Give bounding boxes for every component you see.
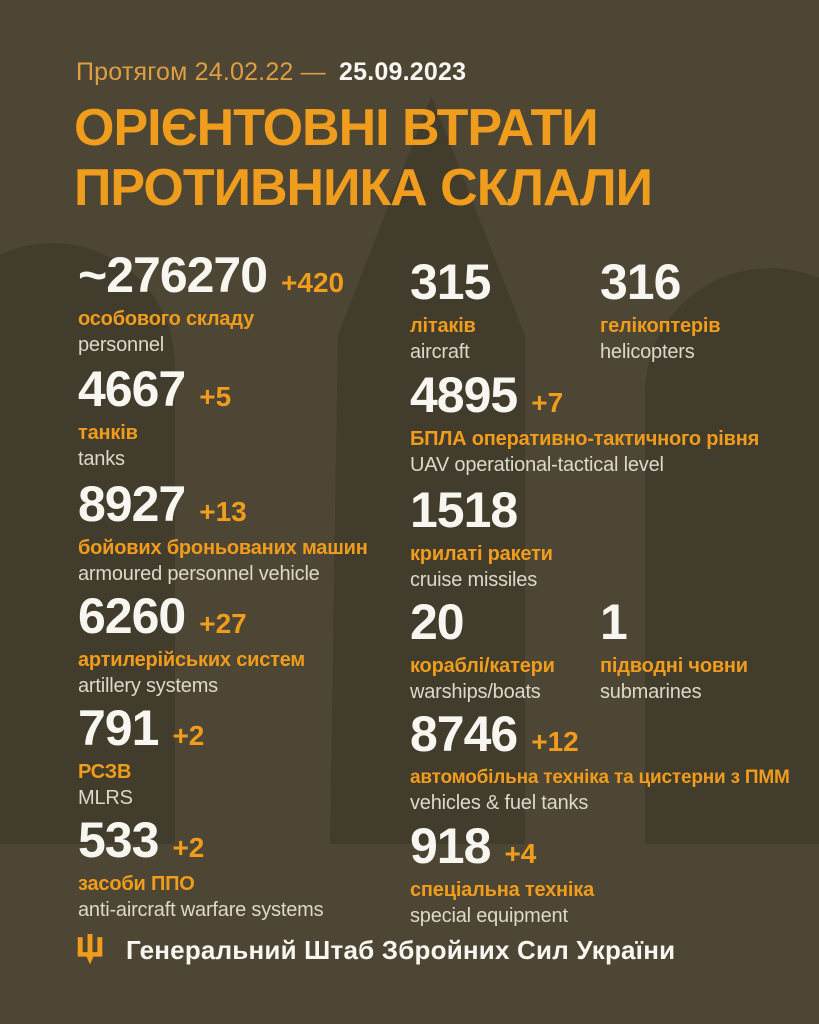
stat-value: ~276270 [78,247,268,303]
stat-personnel: ~276270 +420 особового складу personnel [78,250,344,357]
stat-delta: +5 [199,381,232,412]
stat-label-ua: літаків [410,315,476,337]
stat-label-ua: бойових броньованих машин [78,537,368,559]
stat-label-ua: спеціальна техніка [410,879,595,901]
stat-armoured-vehicles: 8927 +13 бойових броньованих машин armour… [78,479,368,586]
stat-label-en: helicopters [600,341,695,363]
stat-value: 1518 [410,482,518,538]
stat-label-en: vehicles & fuel tanks [410,792,589,814]
stat-label-ua: автомобільна техніка та цистерни з ПММ [410,767,790,788]
stat-submarines: 1 підводні човни submarines [600,597,748,704]
stat-label-en: anti-aircraft warfare systems [78,899,324,921]
stat-label-ua: артилерійських систем [78,649,305,671]
stat-value: 8746 [410,706,518,762]
period-date: 25.09.2023 [339,58,467,86]
stat-delta: +13 [199,496,247,527]
stat-label-ua: гелікоптерів [600,315,721,337]
stat-aircraft: 315 літаків aircraft [410,254,491,364]
stat-cruise-missiles: 1518 крилаті ракети cruise missiles [410,485,553,592]
page-title: ОРІЄНТОВНІ ВТРАТИ ПРОТИВНИКА СКЛАЛИ [74,98,653,219]
stat-value: 20 [410,594,465,650]
stat-delta: +4 [504,838,537,869]
stat-label-en: MLRS [78,787,133,809]
stat-label-en: special equipment [410,905,568,927]
stat-label-en: UAV operational-tactical level [410,454,664,476]
stat-vehicles-fuel-tanks: 8746 +12 автомобільна техніка та цистерни… [410,709,790,815]
page-title-line1: ОРІЄНТОВНІ ВТРАТИ [74,99,599,157]
stat-label-en: warships/boats [410,681,541,703]
stat-helicopters: 316 гелікоптерів helicopters [600,254,721,364]
stat-delta: +7 [531,387,564,418]
stat-delta: +420 [281,267,345,298]
page-title-line2: ПРОТИВНИКА СКЛАЛИ [74,159,653,218]
stat-tanks: 4667 +5 танків tanks [78,364,231,471]
period-prefix: Протягом 24.02.22 — [76,58,326,86]
stat-delta: +27 [199,608,247,639]
stat-label-en: aircraft [410,341,470,363]
stat-value: 1 [600,594,628,650]
stat-mlrs: 791 +2 РСЗВ MLRS [78,703,204,810]
trident-watermark-right-tine [645,268,819,844]
stat-value: 4895 [410,367,518,423]
stat-special-equipment: 918 +4 спеціальна техніка special equipme… [410,821,594,928]
stat-value: 316 [600,254,681,310]
stat-artillery: 6260 +27 артилерійських систем artillery … [78,591,305,698]
stat-anti-aircraft: 533 +2 засоби ППО anti-aircraft warfare s… [78,812,324,922]
stat-label-ua: РСЗВ [78,761,132,783]
trident-watermark-left-tine [0,243,175,844]
stat-value: 533 [78,812,159,868]
stat-label-ua: танків [78,422,138,444]
stat-label-en: armoured personnel vehicle [78,563,320,585]
stat-uav: 4895 +7 БПЛА оперативно-тактичного рівня … [410,370,759,477]
footer-org-name: Генеральний Штаб Збройних Сил України [126,934,676,965]
stat-label-ua: засоби ППО [78,873,195,895]
stat-delta: +2 [172,832,205,863]
footer: Генеральний Штаб Збройних Сил України [76,934,675,966]
stat-value: 918 [410,818,491,874]
stat-value: 8927 [78,476,186,532]
stat-label-en: personnel [78,334,165,356]
stat-value: 315 [410,254,491,310]
stat-label-ua: крилаті ракети [410,543,553,565]
stat-delta: +12 [531,726,579,757]
stat-label-en: submarines [600,681,702,703]
stat-label-ua: БПЛА оперативно-тактичного рівня [410,428,760,450]
stat-value: 6260 [78,588,186,644]
stat-label-ua: підводні човни [600,655,748,677]
stat-label-en: artillery systems [78,675,218,697]
stat-delta: +2 [172,720,205,751]
stat-warships: 20 кораблі/катери warships/boats [410,597,555,704]
stat-label-ua: кораблі/катери [410,655,555,677]
stat-label-ua: особового складу [78,308,255,330]
report-period: Протягом 24.02.22 — 25.09.2023 [76,58,466,87]
stat-label-en: cruise missiles [410,569,538,591]
tryzub-icon [77,934,103,965]
stat-value: 791 [78,700,159,756]
stat-label-en: tanks [78,448,125,470]
stat-value: 4667 [78,361,186,417]
